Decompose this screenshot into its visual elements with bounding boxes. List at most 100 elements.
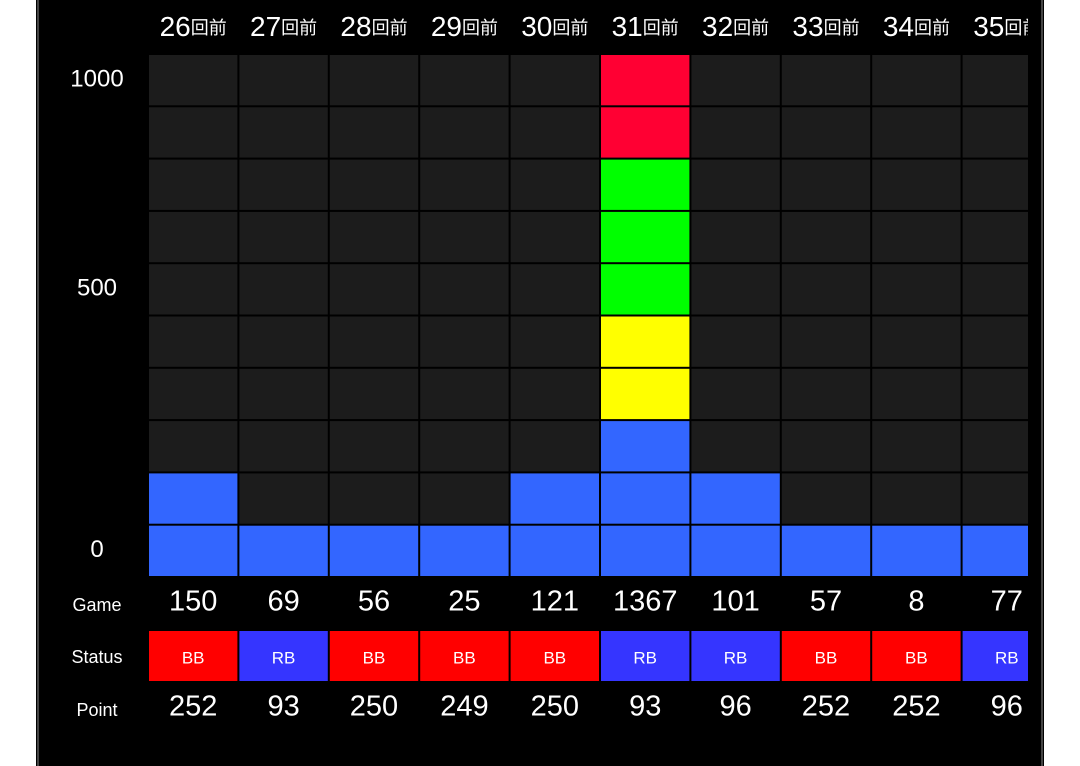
- cell: [962, 264, 1028, 315]
- column-header: 34回前: [883, 11, 950, 42]
- cell: [329, 159, 419, 210]
- point-value: 249: [440, 691, 488, 723]
- point-value: 250: [531, 691, 579, 723]
- y-tick-label: 1000: [70, 65, 123, 92]
- cell: [872, 264, 961, 315]
- cell: [781, 211, 871, 263]
- column-header: 29回前: [431, 11, 498, 42]
- row-label: Game: [72, 595, 121, 615]
- block: [510, 473, 599, 524]
- block: [601, 368, 690, 420]
- block: [962, 525, 1028, 576]
- cell: [149, 368, 238, 420]
- block: [601, 159, 690, 210]
- column-header: 32回前: [702, 11, 769, 42]
- cell: [962, 368, 1028, 420]
- cell: [510, 55, 599, 106]
- cell: [781, 368, 871, 420]
- cell: [149, 421, 238, 472]
- block: [239, 525, 328, 576]
- cell: [781, 473, 871, 524]
- cell: [781, 264, 871, 315]
- cell: [781, 316, 871, 367]
- status-value: BB: [905, 648, 928, 667]
- game-value: 57: [810, 586, 842, 618]
- status-value: BB: [453, 648, 476, 667]
- block: [329, 525, 419, 576]
- block: [781, 525, 871, 576]
- block: [601, 473, 690, 524]
- status-cell: [962, 631, 1028, 681]
- column-header: 31回前: [612, 11, 679, 42]
- cell: [239, 107, 328, 158]
- cell: [420, 316, 509, 367]
- game-value: 69: [267, 586, 299, 618]
- status-value: RB: [272, 648, 296, 667]
- point-value: 93: [629, 691, 661, 723]
- cell: [510, 368, 599, 420]
- status-cell: [872, 631, 961, 681]
- block: [149, 473, 238, 524]
- status-cell: [510, 631, 599, 681]
- game-value: 101: [711, 586, 759, 618]
- cell: [962, 107, 1028, 158]
- cell: [691, 316, 780, 367]
- status-value: RB: [995, 648, 1019, 667]
- cell: [962, 421, 1028, 472]
- game-value: 1367: [613, 586, 678, 618]
- block: [601, 107, 690, 158]
- cell: [149, 264, 238, 315]
- cell: [239, 316, 328, 367]
- status-value: BB: [363, 648, 386, 667]
- cell: [329, 107, 419, 158]
- cell: [691, 421, 780, 472]
- cell: [420, 107, 509, 158]
- cell: [420, 55, 509, 106]
- cell: [872, 55, 961, 106]
- cell: [149, 211, 238, 263]
- cell: [149, 316, 238, 367]
- status-cell: [149, 631, 238, 681]
- cell: [781, 421, 871, 472]
- game-value: 56: [358, 586, 390, 618]
- column-header: 27回前: [250, 11, 317, 42]
- status-value: BB: [182, 648, 205, 667]
- cell: [510, 107, 599, 158]
- status-cell: [691, 631, 780, 681]
- cell: [329, 211, 419, 263]
- point-value: 96: [991, 691, 1023, 723]
- cell: [510, 316, 599, 367]
- cell: [420, 368, 509, 420]
- status-cell: [239, 631, 328, 681]
- status-value: RB: [633, 648, 657, 667]
- cell: [329, 55, 419, 106]
- y-tick-label: 500: [77, 275, 117, 302]
- status-cell: [781, 631, 871, 681]
- block: [149, 525, 238, 576]
- cell: [149, 55, 238, 106]
- cell: [329, 316, 419, 367]
- game-value: 121: [531, 586, 579, 618]
- column-header: 26回前: [160, 11, 227, 42]
- cell: [420, 211, 509, 263]
- cell: [239, 368, 328, 420]
- status-cell: [601, 631, 690, 681]
- block: [601, 211, 690, 263]
- cell: [510, 159, 599, 210]
- cell: [691, 55, 780, 106]
- column-header: 28回前: [340, 11, 407, 42]
- cell: [962, 159, 1028, 210]
- status-value: RB: [724, 648, 748, 667]
- block: [420, 525, 509, 576]
- plot: 26回前 150 BB 252 27回前 69 RB 93 28回前 56 BB 250 29回前 25 B…: [149, 11, 1028, 723]
- cell: [329, 264, 419, 315]
- cell: [239, 211, 328, 263]
- cell: [510, 264, 599, 315]
- cell: [691, 264, 780, 315]
- block: [601, 421, 690, 472]
- cell: [872, 107, 961, 158]
- cell: [239, 159, 328, 210]
- block: [601, 55, 690, 106]
